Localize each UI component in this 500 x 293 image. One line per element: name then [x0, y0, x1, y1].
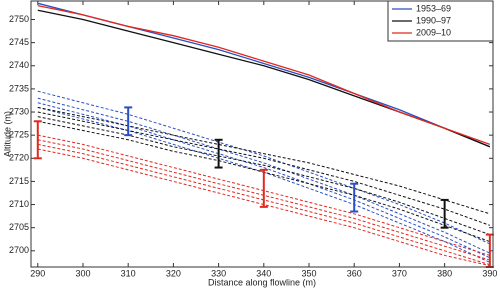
y-tick-label: 2750 [9, 14, 29, 24]
y-tick-label: 2725 [9, 130, 29, 140]
profile-line [37, 102, 491, 259]
profile-line [37, 116, 491, 236]
x-tick-label: 330 [211, 268, 226, 278]
y-tick-label: 2715 [9, 176, 29, 186]
legend-label: 2009–10 [416, 27, 451, 37]
legend-label: 1990–97 [416, 15, 451, 25]
y-tick-label: 2740 [9, 60, 29, 70]
x-tick-label: 350 [301, 268, 316, 278]
y-tick-label: 2735 [9, 83, 29, 93]
series-line [37, 4, 491, 146]
error-bar [124, 106, 133, 137]
y-tick-label: 2720 [9, 153, 29, 163]
x-tick-label: 290 [30, 268, 45, 278]
y-tick-label: 2710 [9, 199, 29, 209]
y-tick-label: 2700 [9, 245, 29, 255]
x-tick-label: 300 [75, 268, 90, 278]
y-axis-label: Altitude (m) [2, 111, 12, 157]
y-tick-label: 2705 [9, 222, 29, 232]
x-axis-label: Distance along flowline (m) [208, 277, 316, 287]
profile-line [37, 106, 490, 215]
plot-frame [30, 0, 494, 268]
x-tick-label: 390 [482, 268, 497, 278]
x-tick-label: 380 [437, 268, 452, 278]
legend-label: 1953–69 [416, 3, 451, 13]
error-bar [259, 168, 268, 208]
profile-line [37, 90, 491, 245]
error-bar [440, 198, 449, 229]
error-bar [33, 120, 42, 160]
x-tick-label: 340 [256, 268, 271, 278]
y-tick-label: 2730 [9, 106, 29, 116]
error-bar [350, 182, 359, 213]
x-tick-label: 320 [166, 268, 181, 278]
profile-line [37, 111, 491, 226]
x-tick-label: 370 [392, 268, 407, 278]
error-bar [214, 138, 223, 169]
x-tick-label: 360 [347, 268, 362, 278]
y-tick-label: 2745 [9, 37, 29, 47]
x-tick-label: 310 [121, 268, 136, 278]
profile-line [37, 97, 491, 254]
